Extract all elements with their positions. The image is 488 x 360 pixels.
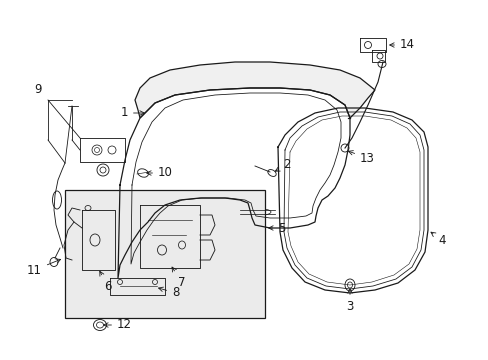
Text: 11: 11 <box>27 259 61 276</box>
Polygon shape <box>135 62 374 118</box>
Text: 3: 3 <box>346 289 353 313</box>
Text: 13: 13 <box>348 150 374 165</box>
Text: 10: 10 <box>146 166 173 180</box>
Text: 12: 12 <box>103 319 132 332</box>
Bar <box>65 190 264 318</box>
Text: 2: 2 <box>275 158 290 171</box>
Text: 4: 4 <box>430 232 445 247</box>
Text: 6: 6 <box>100 271 112 293</box>
Text: 9: 9 <box>34 83 41 96</box>
Text: 14: 14 <box>389 39 414 51</box>
Text: 7: 7 <box>172 267 185 289</box>
Text: 1: 1 <box>120 107 144 120</box>
Text: 5: 5 <box>268 221 285 234</box>
Text: 8: 8 <box>158 287 179 300</box>
